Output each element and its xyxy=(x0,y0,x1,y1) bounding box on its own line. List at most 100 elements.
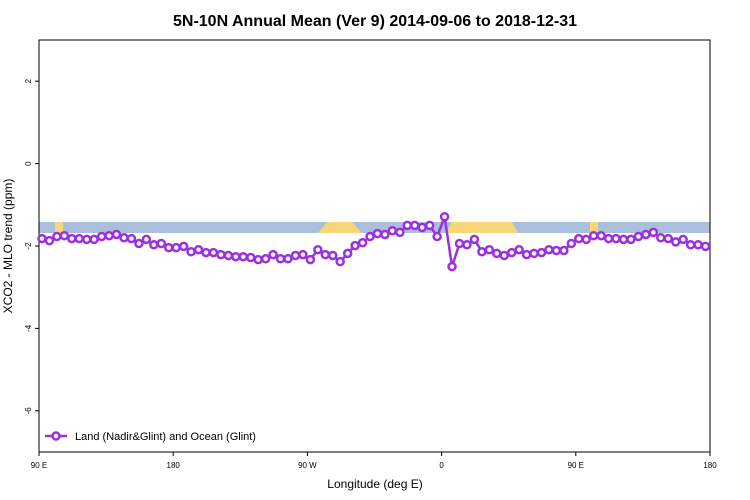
data-point xyxy=(603,233,614,244)
data-point xyxy=(238,251,249,262)
data-point xyxy=(357,237,368,248)
data-point xyxy=(372,228,383,239)
y-tick-label: 2 xyxy=(24,78,33,83)
data-point xyxy=(678,234,688,245)
data-point xyxy=(641,229,651,240)
data-point xyxy=(447,261,457,272)
data-point xyxy=(163,242,174,253)
data-point xyxy=(111,229,122,240)
data-point xyxy=(178,241,189,252)
data-point xyxy=(432,231,442,242)
data-point xyxy=(96,231,107,242)
x-tick-label: 0 xyxy=(439,461,444,470)
land-band xyxy=(55,222,63,233)
data-point xyxy=(126,233,137,244)
data-point xyxy=(104,230,114,241)
data-point xyxy=(208,247,219,258)
y-tick-label: -4 xyxy=(24,324,33,332)
data-point xyxy=(439,211,450,222)
data-point xyxy=(417,222,427,233)
data-point xyxy=(499,250,509,261)
data-point xyxy=(685,240,696,250)
data-point xyxy=(320,249,331,260)
data-point xyxy=(290,250,301,261)
data-point xyxy=(305,254,316,265)
data-point xyxy=(656,233,666,243)
data-point xyxy=(633,231,644,242)
data-point xyxy=(424,220,435,231)
data-point xyxy=(327,250,338,261)
data-point xyxy=(171,242,181,253)
data-point xyxy=(89,234,99,245)
data-point xyxy=(559,245,569,256)
data-point xyxy=(395,227,405,238)
data-point xyxy=(402,220,413,231)
data-point xyxy=(223,250,234,261)
data-point xyxy=(506,247,517,258)
data-point xyxy=(67,233,77,244)
data-point xyxy=(469,234,480,245)
legend-marker xyxy=(51,431,61,441)
data-point xyxy=(514,244,524,255)
data-point xyxy=(693,240,703,250)
data-point xyxy=(193,244,204,255)
y-axis-label: XCO2 - MLO trend (ppm) xyxy=(1,179,15,314)
data-point xyxy=(618,234,629,245)
data-point xyxy=(37,233,47,244)
data-point xyxy=(260,254,271,264)
data-point xyxy=(410,220,420,231)
data-point xyxy=(536,247,547,258)
data-point xyxy=(245,252,256,263)
data-point xyxy=(74,233,85,244)
x-tick-label: 90 W xyxy=(298,461,317,470)
data-point xyxy=(544,244,554,255)
data-point xyxy=(156,238,167,249)
data-point xyxy=(216,249,226,260)
data-point xyxy=(380,229,390,240)
x-tick-label: 90 E xyxy=(568,461,584,470)
data-point xyxy=(201,247,211,258)
data-point xyxy=(149,240,159,250)
data-point xyxy=(477,247,487,257)
data-point xyxy=(611,233,621,244)
data-point xyxy=(462,240,472,250)
data-point xyxy=(283,254,293,264)
data-point xyxy=(574,233,584,244)
data-point xyxy=(663,233,673,244)
data-point xyxy=(268,249,278,260)
data-point xyxy=(298,249,308,260)
data-point xyxy=(454,238,465,249)
data-point xyxy=(342,248,353,259)
data-point xyxy=(626,234,636,245)
data-point xyxy=(59,230,70,241)
data-point xyxy=(275,254,286,264)
data-point xyxy=(648,227,659,238)
y-tick-label: -2 xyxy=(24,242,33,250)
data-point xyxy=(670,237,681,247)
data-point xyxy=(566,238,577,249)
land-band xyxy=(590,222,598,233)
data-point xyxy=(313,244,323,255)
data-point xyxy=(484,244,495,255)
data-point xyxy=(596,230,606,241)
data-point xyxy=(551,245,562,256)
x-axis-label: Longitude (deg E) xyxy=(327,477,422,491)
data-point xyxy=(134,238,144,249)
y-tick-label: 0 xyxy=(24,161,33,166)
x-tick-label: 180 xyxy=(167,461,181,470)
data-point xyxy=(700,241,711,252)
data-point xyxy=(81,234,92,245)
data-point xyxy=(141,234,152,245)
x-tick-label: 180 xyxy=(703,461,717,470)
data-point xyxy=(350,240,360,251)
x-tick-label: 90 E xyxy=(31,461,47,470)
data-point xyxy=(119,233,129,243)
data-point xyxy=(365,231,375,242)
data-point xyxy=(44,235,55,246)
data-point xyxy=(387,226,398,236)
legend-label: Land (Nadir&Glint) and Ocean (Glint) xyxy=(75,431,256,443)
ocean-band xyxy=(39,222,710,233)
data-point xyxy=(521,249,532,260)
